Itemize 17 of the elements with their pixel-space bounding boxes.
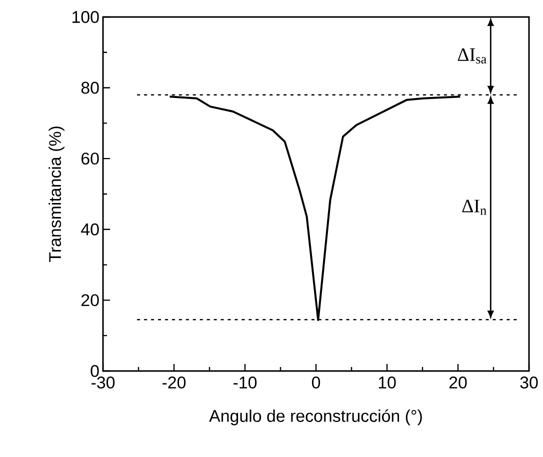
x-tick-label: -20 xyxy=(162,376,186,389)
y-tick-label: 40 xyxy=(81,223,99,236)
y-axis-title: Transmitancia (%) xyxy=(48,126,64,262)
y-tick-label: 100 xyxy=(72,10,99,23)
x-tick-label: 10 xyxy=(378,376,396,389)
y-tick-label: 60 xyxy=(82,152,99,165)
annotation: ΔI$_{n}$ xyxy=(462,200,486,215)
y-tick-label: 0 xyxy=(90,364,99,377)
x-tick-label: -10 xyxy=(234,376,257,389)
y-tick-label: 20 xyxy=(82,294,99,306)
x-tick-label: 0 xyxy=(312,376,320,389)
y-tick-label: 80 xyxy=(81,82,99,94)
x-tick-label: 30 xyxy=(520,376,538,389)
x-axis-title: Angulo de reconstrucción (°) xyxy=(209,409,422,426)
x-tick-label: 20 xyxy=(449,376,467,389)
annotation: ΔI$_{sa}$ xyxy=(458,48,486,64)
x-tick-label: -30 xyxy=(92,376,115,389)
